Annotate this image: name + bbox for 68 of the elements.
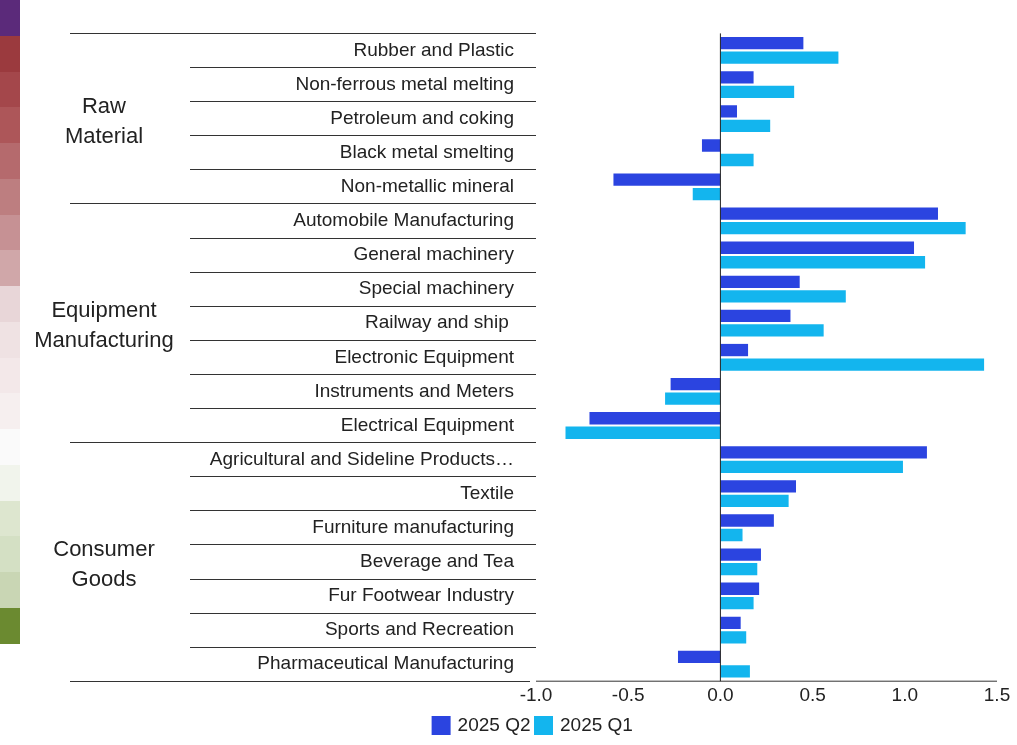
bar (720, 51, 839, 64)
y-tick-label: Electronic Equipment (334, 345, 515, 367)
bar (720, 85, 795, 98)
bar (720, 256, 926, 269)
bar (670, 377, 721, 391)
bar (720, 494, 789, 508)
bar (720, 207, 938, 220)
bar (720, 548, 761, 561)
bar (720, 119, 771, 133)
bar (613, 173, 721, 186)
bar (720, 582, 760, 595)
bar (720, 597, 754, 610)
y-tick-label: Furniture manufacturing (312, 516, 514, 538)
bar (720, 324, 824, 337)
bar (565, 426, 721, 439)
bar (720, 290, 846, 303)
bar (720, 460, 903, 473)
y-tick-label: Pharmaceutical Manufacturing (257, 652, 514, 674)
y-tick-label: Electrical Equipment (340, 413, 515, 435)
bar (720, 309, 791, 323)
x-tick-label: -0.5 (611, 683, 645, 705)
y-tick-label: Sports and Recreation (324, 618, 514, 640)
bar (720, 562, 758, 576)
bar (720, 446, 927, 459)
bar (692, 187, 721, 201)
text: Equipment Manufacturing (33, 296, 175, 355)
y-tick-label: Instruments and Meters (314, 379, 514, 401)
x-tick-label: -1.0 (519, 683, 553, 705)
bar (720, 616, 741, 629)
y-tick-label: Black metal smelting (339, 140, 514, 162)
bar (720, 480, 796, 493)
bar (720, 105, 737, 118)
bar (720, 514, 774, 527)
y-tick-label: Railway and ship (365, 311, 514, 333)
x-tick-label: 1.0 (891, 683, 919, 705)
y-tick-label: Fur Footwear Industry (328, 584, 515, 606)
bar (720, 343, 749, 357)
y-tick-label: Special machinery (358, 277, 515, 299)
x-tick-label: 0.5 (799, 683, 826, 705)
y-tick-label: Beverage and Tea (360, 550, 515, 572)
bar (720, 631, 747, 644)
y-tick-label: General machinery (353, 243, 515, 265)
bar (720, 241, 915, 254)
bar (720, 275, 800, 289)
text: Raw Material (63, 91, 145, 150)
bar (701, 139, 721, 152)
bar (677, 650, 721, 664)
bar (720, 528, 743, 542)
bar (720, 665, 750, 678)
y-tick-label: Automobile Manufacturing (293, 209, 514, 231)
y-tick-label: Rubber and Plastic (353, 38, 514, 60)
legend-label: 2025 Q1 (560, 713, 633, 735)
bar (720, 222, 966, 235)
bar (720, 358, 985, 371)
y-tick-label: Petroleum and coking (330, 106, 514, 128)
y-tick-label: Non-metallic mineral (340, 175, 514, 197)
y-tick-label: Agricultural and Sideline Products… (209, 447, 514, 469)
bar (720, 153, 754, 167)
bar (720, 37, 804, 50)
bar (665, 392, 721, 405)
text: Consumer Goods (52, 534, 156, 593)
x-tick-label: 1.5 (983, 683, 1011, 705)
bar (589, 412, 721, 425)
y-tick-label: Non-ferrous metal melting (295, 72, 514, 94)
legend-label: 2025 Q2 (457, 713, 531, 735)
bar (720, 71, 754, 84)
y-tick-label: Textile (460, 481, 514, 503)
x-tick-label: 0.0 (707, 683, 734, 705)
